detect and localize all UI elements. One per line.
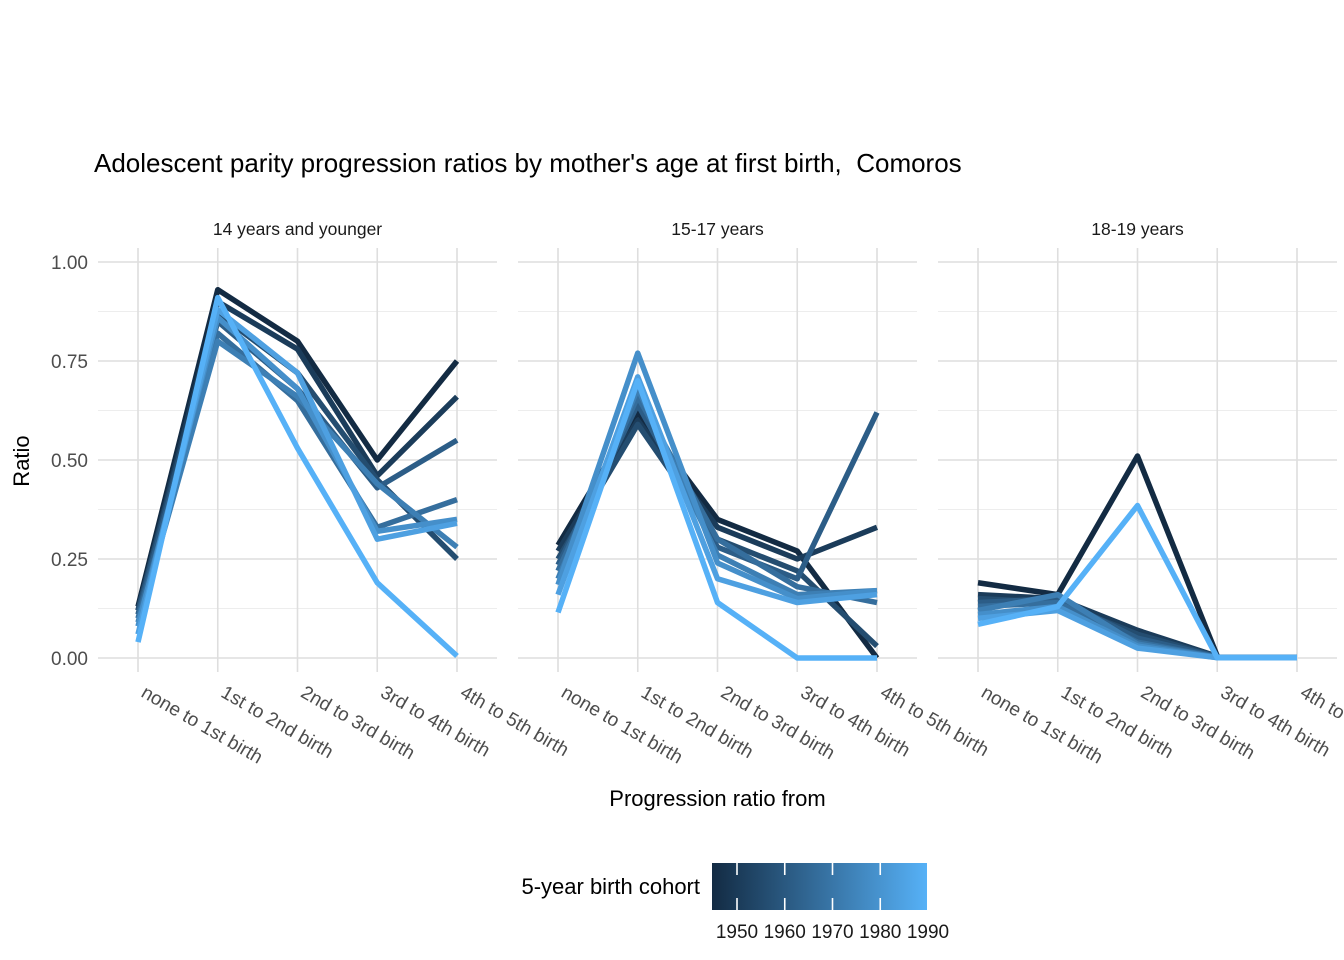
y-tick-label: 0.50 (51, 451, 88, 472)
cohort-line-1980 (555, 350, 878, 602)
cohort-line-1985 (555, 374, 878, 606)
cohort-line-1950 (977, 453, 1220, 658)
y-tick-label: 0.00 (51, 649, 88, 670)
legend-tick-label: 1980 (859, 922, 901, 943)
cohort-line-1990 (555, 378, 877, 661)
facet-label: 14 years and younger (213, 219, 382, 239)
legend-colorbar (712, 863, 927, 910)
y-tick-label: 1.00 (51, 253, 88, 274)
legend-title: 5-year birth cohort (521, 874, 700, 899)
legend-tick-label: 1970 (811, 922, 853, 943)
facet-label: 18-19 years (1091, 219, 1184, 239)
legend-tick-label: 1950 (716, 922, 758, 943)
cohort-line-1990 (135, 294, 459, 659)
x-axis-title: Progression ratio from (609, 786, 826, 811)
chart-title: Adolescent parity progression ratios by … (94, 148, 962, 178)
y-tick-label: 0.25 (51, 550, 88, 571)
cohort-line-1975 (135, 338, 459, 624)
facet-label: 15-17 years (671, 219, 764, 239)
y-tick-label: 0.75 (51, 352, 88, 373)
legend-tick-label: 1990 (907, 922, 949, 943)
legend-tick-label: 1960 (764, 922, 806, 943)
cohort-line-1990 (977, 502, 1297, 661)
